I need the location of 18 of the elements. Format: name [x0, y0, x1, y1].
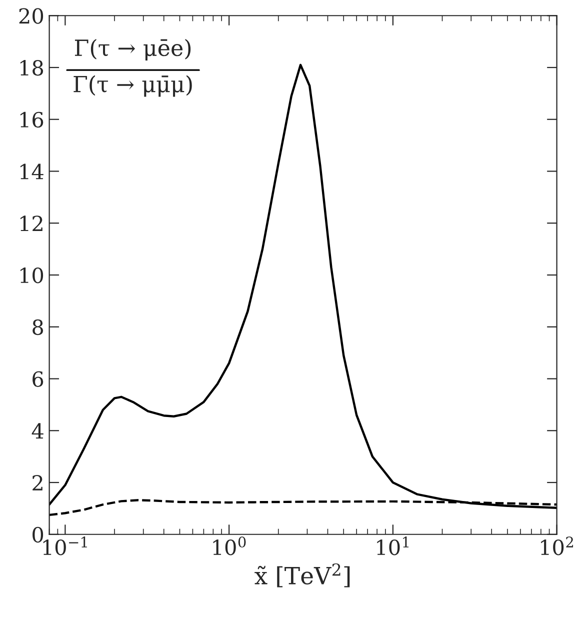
x-tick-label: 10$^{1}$ — [377, 536, 408, 556]
y-tick-label: 14 — [20, 164, 44, 180]
y-tick-label: 4 — [32, 423, 44, 439]
y-tick-label: 20 — [19, 8, 44, 24]
y-tick-label: 10 — [20, 267, 44, 284]
x-tick-label: 10$^{2}$ — [541, 536, 574, 556]
y-tick-label: 6 — [32, 371, 44, 387]
y-tick-label: 2 — [32, 474, 42, 490]
x-tick-label: 10$^{−1}$ — [43, 536, 87, 556]
annotation: Γ(τ → μμ̄μ) — [74, 75, 192, 97]
x-tick-label: 10$^{0}$ — [213, 536, 246, 556]
y-tick-label: 8 — [32, 319, 44, 336]
y-tick-label: 0 — [32, 526, 44, 543]
y-tick-label: 18 — [20, 60, 44, 76]
y-tick-label: 12 — [20, 216, 42, 232]
y-tick-label: 16 — [20, 112, 44, 128]
annotation: Γ(τ → μēe) — [74, 38, 191, 60]
x-axis-title: x̃ [TeV$^{2}$] — [254, 563, 350, 588]
